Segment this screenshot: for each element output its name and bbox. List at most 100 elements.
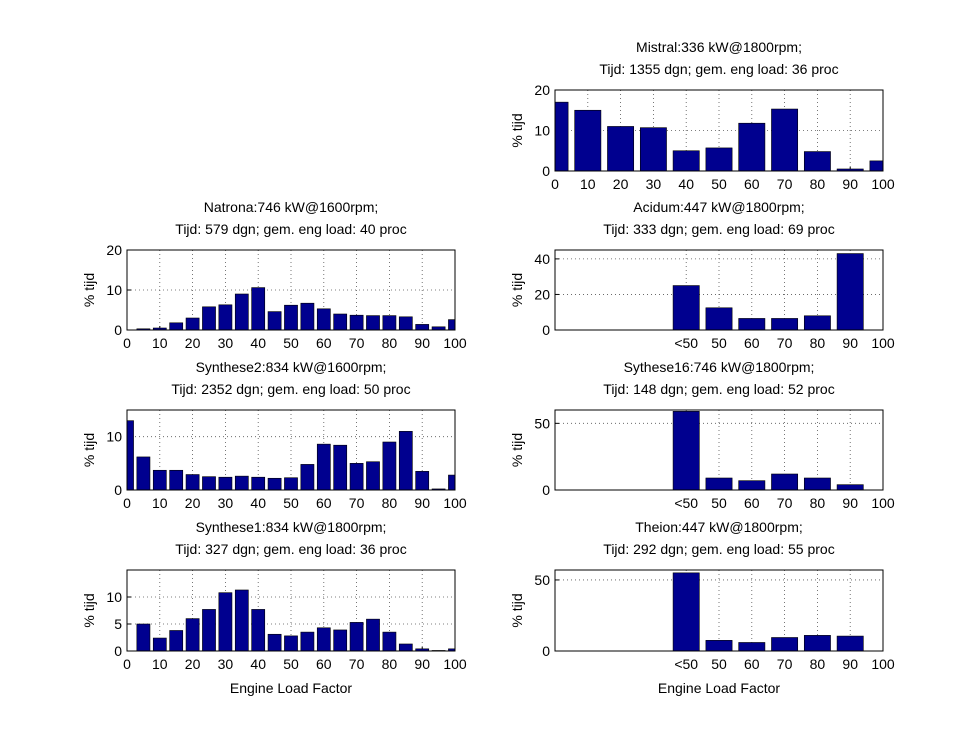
bar [234,475,249,490]
x-tick-label: 10 [580,176,596,192]
bar [382,441,397,490]
chart-subtitle: Tijd: 2352 dgn; gem. eng load: 50 proc [171,381,410,397]
bar [349,314,364,330]
bars [672,572,864,651]
bars [136,589,455,651]
y-axis-label: % tijd [509,593,525,627]
bar [136,456,151,490]
bar [705,640,733,651]
bar [771,473,799,490]
x-tick-label: 80 [382,495,398,511]
x-tick-label: 20 [613,176,629,192]
bars [672,253,864,330]
bar [202,476,216,490]
x-tick-label: 70 [349,656,365,672]
x-tick-label: 90 [842,335,858,351]
bar [672,411,700,490]
y-tick-label: 50 [534,415,550,431]
y-tick-label: 20 [534,286,550,302]
axes-frame [554,249,884,331]
bar [705,147,733,171]
bar [448,319,455,330]
subplot: Synthese2:834 kW@1600rpm; Tijd: 2352 dgn;… [81,359,467,511]
bar [366,315,380,330]
x-tick-label: 70 [349,495,365,511]
bar [152,637,167,651]
x-tick-label: 70 [777,495,793,511]
bar [333,444,348,490]
bar [234,589,249,651]
bar [169,322,184,330]
bar [705,477,733,490]
x-tick-label: <50 [674,495,698,511]
x-tick-label: 50 [711,656,727,672]
y-tick-label: 5 [114,616,122,632]
bar [349,622,364,651]
bar [836,253,864,330]
y-axis-label: % tijd [81,273,97,307]
bar [185,474,200,490]
bar [836,635,864,651]
bar [267,633,282,651]
x-tick-label: 60 [744,176,760,192]
bar [672,285,700,330]
x-axis-label: Engine Load Factor [230,680,353,696]
x-tick-label: 60 [316,495,332,511]
x-tick-label: 90 [842,656,858,672]
y-tick-label: 10 [106,589,122,605]
x-tick-label: 50 [711,176,727,192]
y-axis-label: % tijd [509,273,525,307]
bar [639,127,667,171]
bar [284,635,298,651]
x-tick-label: 70 [349,335,365,351]
x-tick-label: 70 [777,656,793,672]
bar [398,643,413,651]
y-axis-label: % tijd [81,433,97,467]
bar [869,160,883,171]
bar [366,461,380,490]
x-tick-label: 50 [711,495,727,511]
y-tick-label: 10 [106,282,122,298]
y-tick-label: 20 [106,242,122,258]
bar [803,635,831,651]
x-tick-label: 50 [283,495,299,511]
bar [218,476,233,490]
bar [169,630,184,651]
bar [234,293,249,330]
x-tick-label: 100 [443,335,467,351]
bar [803,315,831,330]
x-tick-label: 90 [414,656,430,672]
chart-title: Natrona:746 kW@1600rpm; [204,199,379,215]
bar [366,618,380,651]
x-tick-label: 70 [777,335,793,351]
x-tick-label: 80 [382,656,398,672]
x-tick-label: 90 [842,176,858,192]
chart-title: Synthese1:834 kW@1800rpm; [196,519,387,535]
x-tick-label: 60 [744,335,760,351]
subplot: Theion:447 kW@1800rpm; Tijd: 292 dgn; gem… [509,519,895,696]
bar [398,431,413,490]
x-tick-label: 90 [414,335,430,351]
x-tick-label: 50 [283,335,299,351]
bar [771,318,799,330]
bar [448,474,455,490]
x-tick-label: 100 [443,656,467,672]
bar [152,469,167,490]
y-axis-label: % tijd [81,593,97,627]
x-tick-label: 10 [152,656,168,672]
x-tick-label: 100 [871,335,895,351]
bar [185,618,200,651]
chart-subtitle: Tijd: 148 dgn; gem. eng load: 52 proc [603,381,834,397]
bar [152,327,167,330]
x-tick-label: 80 [382,335,398,351]
x-tick-label: 30 [218,656,234,672]
x-tick-label: 90 [414,495,430,511]
axes-frame [126,569,456,652]
bars [136,287,455,330]
bar [202,306,216,330]
bar [382,631,397,651]
chart-title: Acidum:447 kW@1800rpm; [633,199,804,215]
x-tick-label: 60 [316,335,332,351]
bar [300,302,315,330]
